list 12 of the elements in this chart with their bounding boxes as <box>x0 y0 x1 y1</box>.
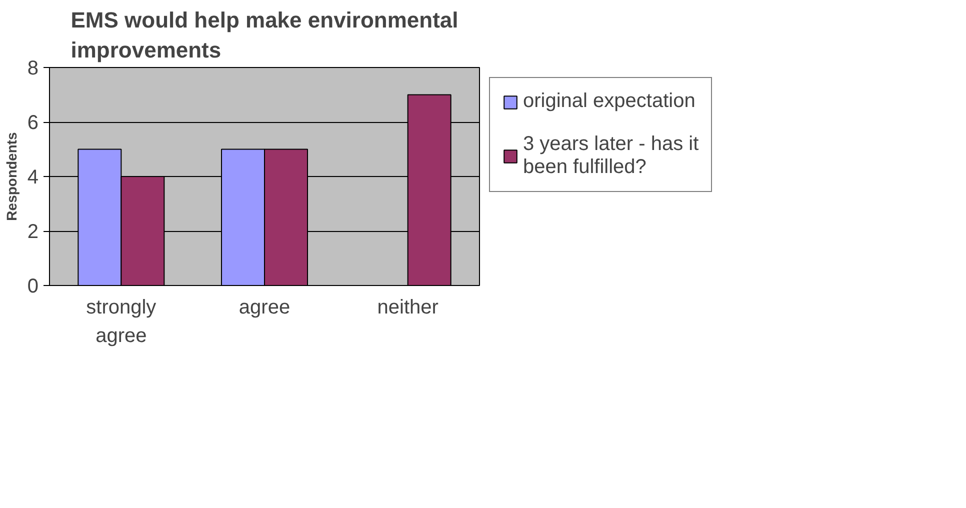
y-tick-label: 0 <box>27 276 38 298</box>
chart-title: EMS would help make environmental improvements <box>70 8 458 62</box>
x-tick-label: strongly agree <box>86 296 156 348</box>
y-tick-label: 6 <box>27 112 38 134</box>
x-tick-label: agree <box>238 296 290 318</box>
y-tick-label: 4 <box>27 166 38 188</box>
x-tick-label: neither <box>377 296 439 318</box>
y-tick-label: 8 <box>27 58 38 80</box>
y-tick-label: 2 <box>27 221 38 243</box>
y-axis-title: Respondents <box>3 132 20 221</box>
legend-label: 3 years later - has it been fulfilled? <box>523 133 699 179</box>
legend-label: original expectation <box>523 90 696 113</box>
